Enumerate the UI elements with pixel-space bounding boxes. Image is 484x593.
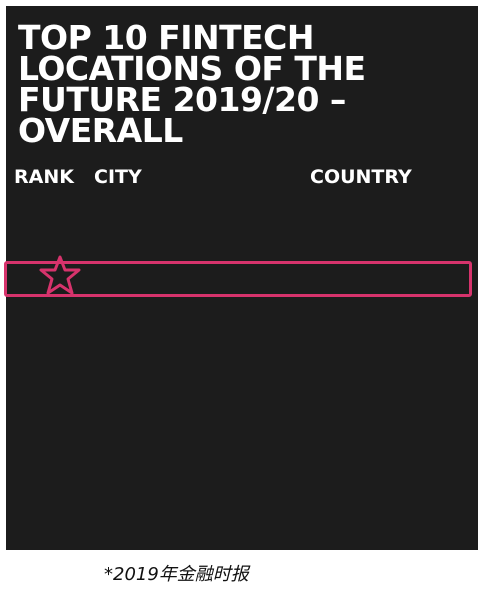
table-header: RANK CITY COUNTRY [8, 162, 470, 192]
row-divider [8, 297, 470, 332]
header-rank: RANK [14, 166, 74, 188]
table-row: 6TokyoJapan [8, 367, 470, 402]
header-country: COUNTRY [310, 166, 412, 188]
page-title: TOP 10 FINTECH LOCATIONS OF THE FUTURE 2… [18, 18, 468, 150]
table-row: 5DublinIreland [8, 332, 470, 367]
row-divider [8, 402, 470, 437]
row-divider [8, 437, 470, 472]
row-divider [8, 262, 470, 297]
star-icon [39, 255, 81, 295]
table-row: 8San FranciscoUS [8, 437, 470, 472]
row-divider [8, 192, 470, 227]
title-line-3: FUTURE 2019/20 – [18, 80, 346, 119]
rankings-table: RANK CITY COUNTRY 1LondonUK2SingaporeSin… [8, 162, 470, 542]
table-row: 10AmsterdamNetherlands [8, 507, 470, 542]
table-body: 1LondonUK2SingaporeSingapore3BelfastUK4N… [8, 192, 470, 542]
table-row: 7ZugSwitzerland [8, 402, 470, 437]
table-row: 4New YorkUS [8, 297, 470, 332]
title-line-2: LOCATIONS OF THE [18, 49, 366, 88]
table-row: 9EdinburghUK [8, 472, 470, 507]
row-divider [8, 332, 470, 367]
table-row: 2SingaporeSingapore [8, 227, 470, 262]
row-divider [8, 472, 470, 507]
table-row: 1LondonUK [8, 192, 470, 227]
row-divider [8, 367, 470, 402]
title-line-1: TOP 10 FINTECH [18, 18, 314, 57]
header-city: CITY [94, 166, 142, 188]
row-divider [8, 227, 470, 262]
footnote: *2019年金融时报 [104, 564, 249, 585]
title-line-4: OVERALL [18, 111, 183, 150]
table-row: 3BelfastUK [8, 262, 470, 297]
row-divider [8, 507, 470, 542]
highlight-box [4, 261, 472, 297]
